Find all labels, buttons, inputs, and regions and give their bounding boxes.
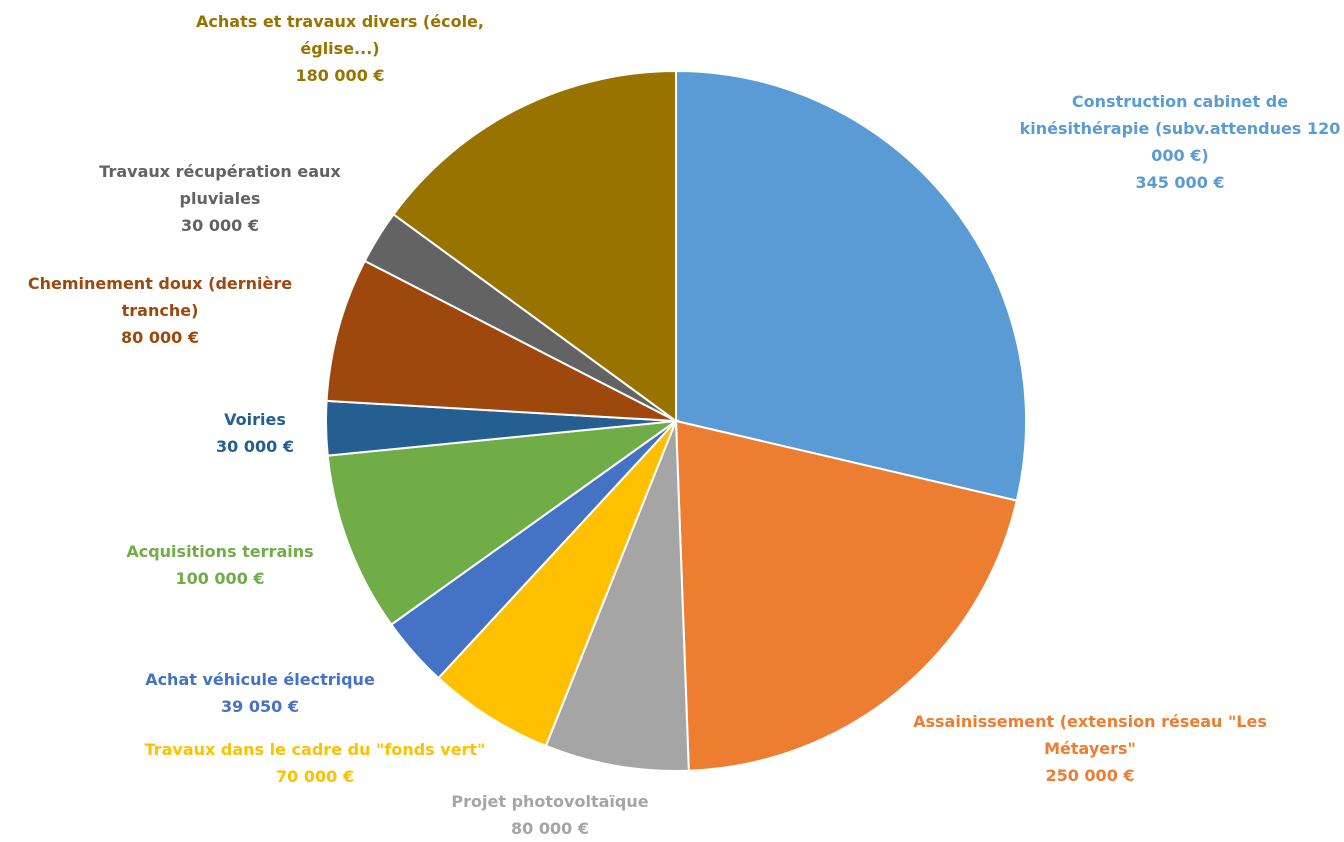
slice-label-assainissement: Assainissement (extension réseau "Les Mé…	[913, 712, 1267, 785]
slice-label-pluviales: Travaux récupération eaux pluviales 30 0…	[99, 162, 341, 235]
pie-slice-3	[437, 420, 677, 748]
pie-slice-0	[675, 69, 1027, 502]
slice-label-cheminement: Cheminement doux (dernière tranche) 80 0…	[27, 274, 293, 347]
slice-label-fonds-vert: Travaux dans le cadre du "fonds vert" 70…	[144, 740, 486, 786]
pie-slice-2	[544, 420, 690, 772]
slice-label-photovoltaique: Projet photovoltaïque 80 000 €	[451, 792, 649, 838]
slice-label-voiries: Voiries 30 000 €	[216, 410, 294, 456]
pie-slice-1	[674, 419, 1019, 772]
slice-label-cabinet: Construction cabinet de kinésithérapie (…	[1019, 92, 1341, 192]
slice-label-terrains: Acquisitions terrains 100 000 €	[126, 542, 314, 588]
slice-label-divers: Achats et travaux divers (école, église.…	[196, 12, 484, 85]
pie-slice-7	[325, 259, 677, 422]
pie-slice-5	[326, 419, 680, 627]
pie-slice-9	[392, 69, 677, 423]
slice-label-vehicule: Achat véhicule électrique 39 050 €	[145, 670, 375, 716]
